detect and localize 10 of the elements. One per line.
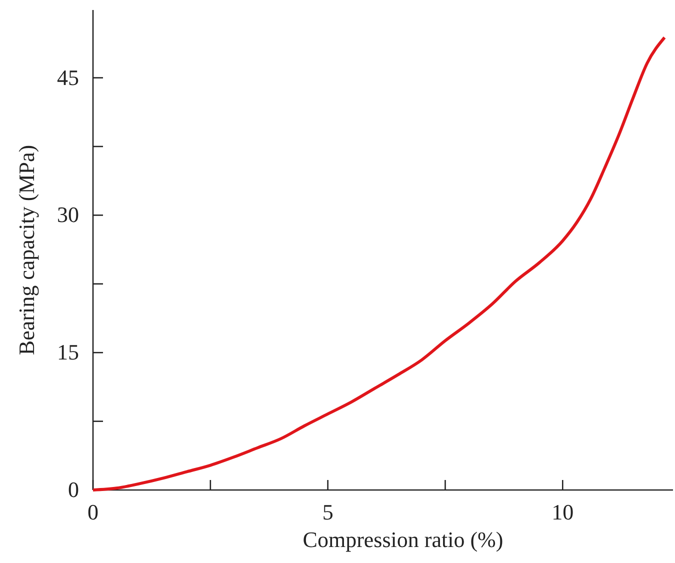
x-tick-label: 0 bbox=[88, 500, 98, 525]
x-axis-title: Compression ratio (%) bbox=[302, 527, 504, 552]
y-tick-label: 30 bbox=[57, 202, 79, 228]
y-tick-label: 45 bbox=[57, 64, 79, 90]
y-tick-label: 0 bbox=[68, 477, 79, 502]
y-axis-title: Bearing capacity (MPa) bbox=[14, 144, 39, 356]
x-tick-label: 5 bbox=[322, 500, 334, 525]
line-series bbox=[92, 36, 666, 492]
y-tick-label: 15 bbox=[57, 340, 79, 365]
x-tick-label: 10 bbox=[552, 500, 574, 525]
